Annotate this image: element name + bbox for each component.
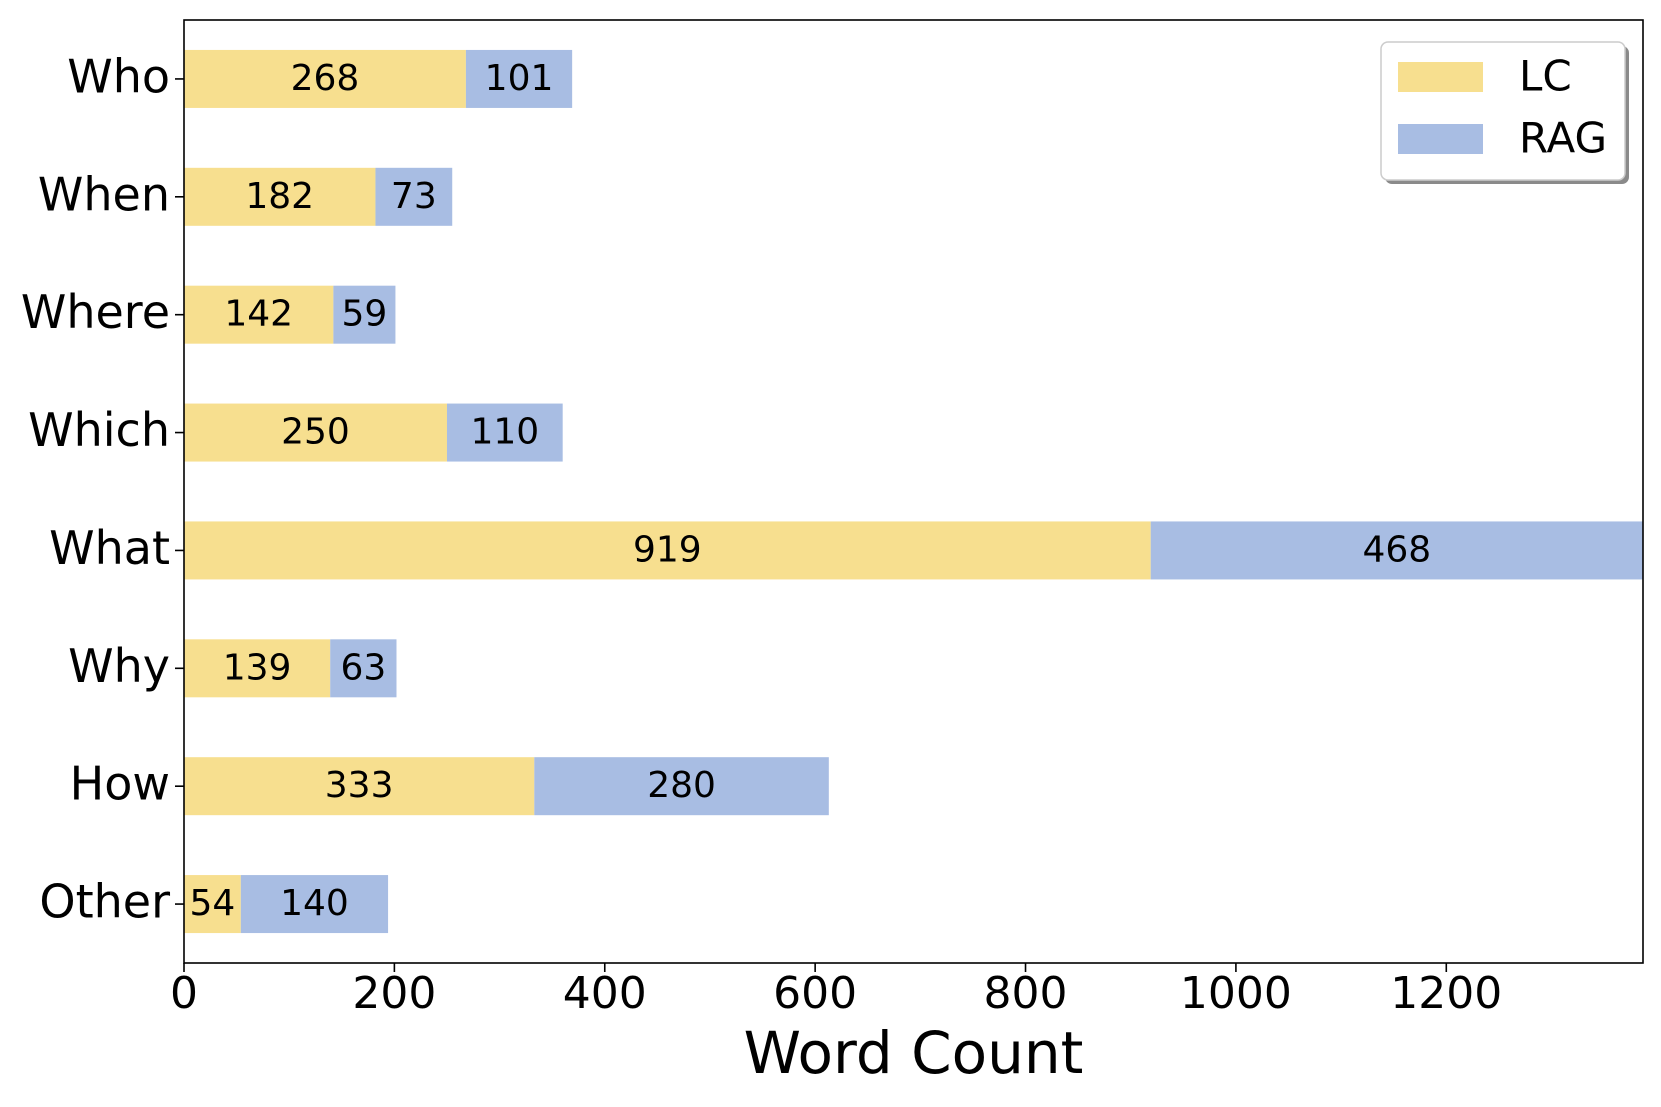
x-tick-label-600: 600 <box>773 968 857 1019</box>
bar-lc-who <box>184 49 466 108</box>
x-axis-title: Word Count <box>744 1019 1084 1087</box>
bar-rag-where <box>333 285 396 344</box>
bar-value-label-lc-what: 919 <box>633 529 702 570</box>
y-axis: Who When Where Which What Why How Other <box>21 49 184 929</box>
x-tick-label-400: 400 <box>563 968 647 1019</box>
y-tick-label-what: What <box>49 521 170 575</box>
bar-rag-who <box>465 49 573 108</box>
bar-lc-how <box>184 757 535 816</box>
bar-rag-how <box>534 757 829 816</box>
x-tick-label-800: 800 <box>984 968 1068 1019</box>
bars-layer <box>184 49 1643 934</box>
bar-value-label-rag-why: 63 <box>340 647 386 688</box>
bar-rag-which <box>446 403 563 462</box>
bar-value-label-rag-where: 59 <box>341 294 387 335</box>
bar-value-label-rag-who: 101 <box>485 58 554 99</box>
bar-value-label-lc-where: 142 <box>224 294 293 335</box>
x-tick-label-200: 200 <box>352 968 436 1019</box>
bar-rag-what <box>1150 521 1643 580</box>
bar-lc-what <box>184 521 1151 580</box>
bar-value-label-lc-who: 268 <box>291 58 360 99</box>
bar-value-label-lc-other: 54 <box>189 883 235 924</box>
x-tick-label-1200: 1200 <box>1390 968 1502 1019</box>
bar-value-label-lc-how: 333 <box>325 765 394 806</box>
bar-lc-when <box>184 167 376 226</box>
bar-value-label-rag-when: 73 <box>391 176 437 217</box>
legend-swatch-lc <box>1398 62 1483 92</box>
bar-value-label-rag-other: 140 <box>280 883 349 924</box>
legend-swatch-rag <box>1398 124 1483 154</box>
bar-value-label-rag-which: 110 <box>470 412 539 453</box>
y-tick-label-how: How <box>70 757 170 811</box>
bar-rag-when <box>375 167 453 226</box>
bar-labels-layer: 268 101 182 73 142 59 250 110 919 468 139 63 333 280 5… <box>189 58 1431 924</box>
y-tick-label-which: Which <box>28 403 170 457</box>
x-axis: 0 200 400 600 800 1000 1200 <box>170 963 1502 1019</box>
bar-lc-which <box>184 403 447 462</box>
y-tick-label-where: Where <box>21 285 170 339</box>
legend: LC RAG <box>1380 41 1629 184</box>
bar-value-label-lc-when: 182 <box>245 176 314 217</box>
legend-label-rag: RAG <box>1519 114 1607 163</box>
bar-rag-why <box>330 639 397 698</box>
plot-frame <box>183 19 1644 964</box>
bar-value-label-lc-why: 139 <box>223 647 292 688</box>
y-tick-label-why: Why <box>68 639 170 693</box>
y-tick-label-when: When <box>38 167 170 221</box>
x-tick-label-0: 0 <box>170 968 198 1019</box>
bar-value-label-lc-which: 250 <box>281 412 350 453</box>
bar-value-label-rag-what: 468 <box>1362 529 1431 570</box>
x-tick-label-1000: 1000 <box>1180 968 1292 1019</box>
bar-lc-why <box>184 639 331 698</box>
bar-rag-other <box>240 875 389 934</box>
legend-label-lc: LC <box>1519 52 1572 101</box>
bar-value-label-rag-how: 280 <box>647 765 716 806</box>
bar-lc-where <box>184 285 334 344</box>
bar-lc-other <box>184 875 241 934</box>
y-tick-label-other: Other <box>39 875 170 929</box>
y-tick-label-who: Who <box>67 49 170 103</box>
